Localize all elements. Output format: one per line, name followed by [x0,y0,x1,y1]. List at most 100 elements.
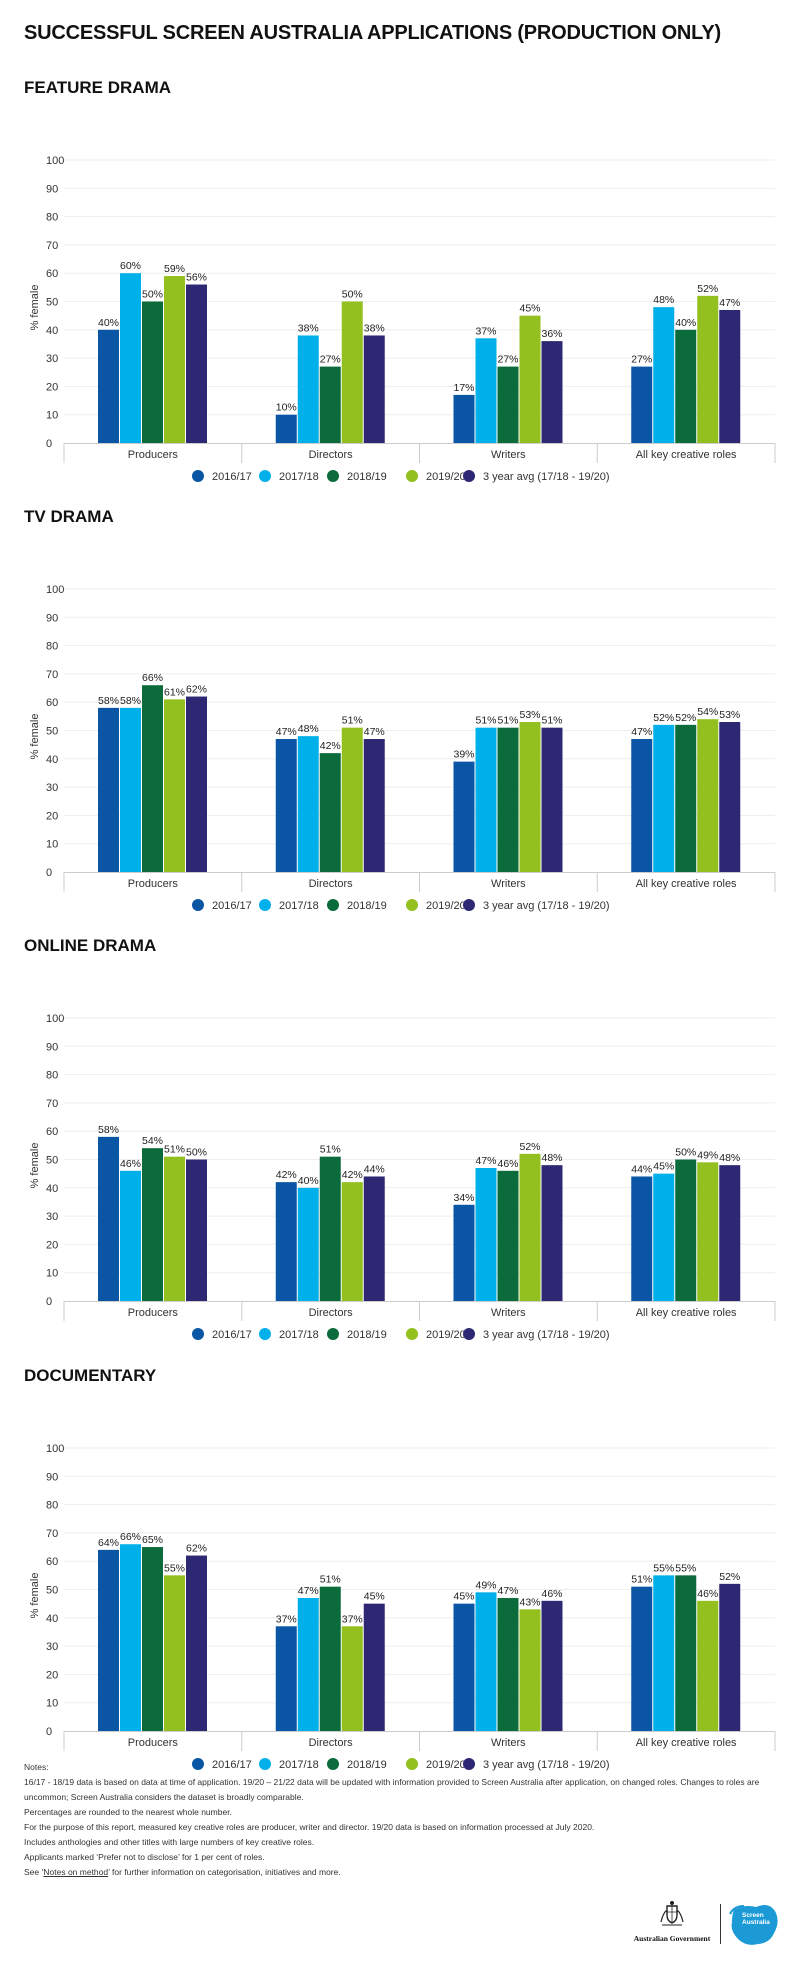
bar [363,335,385,443]
x-tick-label: Directors [309,1737,354,1749]
bar [541,1600,563,1731]
x-tick-label: Producers [128,449,179,461]
legend-swatch [406,899,418,911]
data-label: 45% [653,1161,674,1173]
x-tick-label: Producers [128,1307,179,1319]
y-tick-label: 40 [46,754,58,766]
bar [653,1575,675,1731]
data-label: 55% [653,1562,674,1574]
y-tick-label: 100 [46,584,64,596]
bar [541,1165,563,1301]
data-label: 49% [697,1149,718,1161]
bar [497,1597,519,1731]
bar [719,1583,741,1731]
legend-label: 2016/17 [212,1329,252,1341]
bar [186,284,207,443]
y-tick-label: 30 [46,782,58,794]
bar [142,301,163,443]
data-label: 50% [186,1147,207,1159]
bar [675,1159,697,1301]
y-tick-label: 20 [46,1669,58,1681]
logo-divider [720,1904,721,1944]
y-tick-label: 70 [46,669,58,681]
legend-label: 2019/20 [426,471,466,483]
note-link-suffix: ’ for further information on categorisat… [108,1867,341,1877]
bar [719,1165,741,1301]
bar [120,1170,141,1301]
data-label: 54% [697,706,718,718]
data-label: 39% [453,749,474,761]
chart-tv-drama: TV DRAMA 0 10 20 30 40 50 60 70 80 90 100 % female P… [0,507,800,927]
data-label: 46% [497,1158,518,1170]
data-label: 46% [120,1158,141,1170]
bar [631,738,653,872]
bar [164,1156,185,1301]
bar [697,1600,719,1731]
bar [319,753,341,872]
x-tick-label: All key creative roles [636,878,737,890]
data-label: 51% [497,715,518,727]
bar-chart: 0 10 20 30 40 50 60 70 80 90 100 % female Producers 5… [29,584,776,912]
note-line: uncommon; Screen Australia considers the… [24,1792,304,1802]
note-line: 16/17 - 18/19 data is based on data at t… [24,1777,760,1787]
bar [719,722,741,872]
note-line-method: See ‘Notes on method’ for further inform… [24,1865,776,1880]
data-label: 27% [320,354,341,366]
bar [98,1549,119,1731]
chart-title: FEATURE DRAMA [24,78,172,97]
bar [275,1626,297,1731]
data-label: 62% [186,1543,207,1555]
bar [475,1167,497,1301]
legend-swatch [192,1758,204,1770]
legend-swatch [327,899,339,911]
note-line: Percentages are rounded to the nearest w… [24,1807,232,1817]
y-tick-label: 80 [46,212,58,224]
bar [541,341,563,443]
y-tick-label: 30 [46,1641,58,1653]
data-label: 47% [497,1585,518,1597]
bar-chart: 0 10 20 30 40 50 60 70 80 90 100 % female Producers 4… [29,155,776,483]
notes-on-method-link[interactable]: Notes on method [43,1867,109,1877]
data-label: 45% [519,303,540,315]
bar [120,273,141,443]
legend-swatch [259,899,271,911]
bar [98,707,119,872]
data-label: 66% [142,672,163,684]
bar [519,722,541,872]
data-label: 34% [453,1192,474,1204]
bar [541,727,563,872]
data-label: 48% [541,1152,562,1164]
y-axis-label: % female [29,714,41,760]
data-label: 52% [697,283,718,295]
legend-swatch [192,899,204,911]
bar [653,724,675,872]
data-label: 66% [120,1531,141,1543]
data-label: 51% [320,1574,341,1586]
notes: Notes: 16/17 - 18/19 data is based on da… [24,1760,776,1880]
note-link-prefix: See ‘ [24,1867,44,1877]
x-tick-label: Writers [491,449,526,461]
data-label: 65% [142,1534,163,1546]
data-label: 37% [276,1613,297,1625]
data-label: 40% [675,317,696,329]
x-tick-label: Directors [309,878,354,890]
y-tick-label: 0 [46,1296,52,1308]
sa-logo-text: Screen Australia [742,1912,770,1926]
data-label: 58% [98,1124,119,1136]
sa-logo-line1: Screen [742,1912,764,1919]
coat-of-arms-icon [660,1901,684,1926]
data-label: 52% [653,712,674,724]
page-title: SUCCESSFUL SCREEN AUSTRALIA APPLICATIONS… [24,22,721,44]
data-label: 46% [697,1588,718,1600]
legend-swatch [327,1328,339,1340]
data-label: 27% [631,354,652,366]
chart-online-drama: ONLINE DRAMA 0 10 20 30 40 50 60 70 80 90 100 % fem… [0,936,800,1356]
bar [653,1173,675,1301]
data-label: 52% [675,712,696,724]
gov-logo-text: Australian Government [633,1934,711,1943]
y-tick-label: 50 [46,726,58,738]
data-label: 60% [120,260,141,272]
y-tick-label: 100 [46,1013,64,1025]
data-label: 47% [298,1585,319,1597]
x-tick-label: Writers [491,878,526,890]
